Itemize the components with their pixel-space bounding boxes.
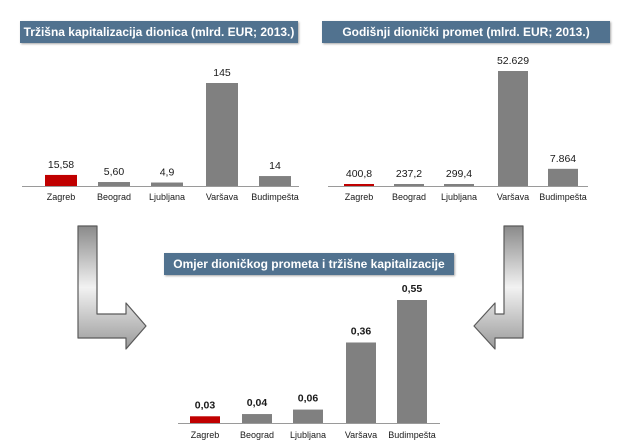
chart-market-cap: 15,58 Zagreb 5,60 Beograd 4,9 Ljubljana 145 Var… xyxy=(22,67,299,202)
bar-beograd xyxy=(98,182,130,186)
bar-ljubljana xyxy=(444,184,474,186)
value-label: 15,58 xyxy=(48,159,74,171)
category-label: Zagreb xyxy=(47,192,76,202)
bar-budimpešta xyxy=(259,176,291,186)
category-label: Ljubljana xyxy=(290,430,326,440)
chart-turnover: 400,8 Zagreb 237,2 Beograd 299,4 Ljubljana 52.… xyxy=(328,55,588,202)
value-label: 145 xyxy=(213,67,231,79)
bar-ljubljana xyxy=(293,409,323,423)
bar-ljubljana xyxy=(151,182,183,186)
chart3-title-banner: Omjer dioničkog prometa i tržišne kapita… xyxy=(164,253,454,275)
value-label: 0,06 xyxy=(298,393,319,405)
category-label: Ljubljana xyxy=(441,192,477,202)
chart-ratio: 0,03 Zagreb 0,04 Beograd 0,06 Ljubljana 0,36 Va… xyxy=(178,283,440,440)
value-label: 4,9 xyxy=(160,167,175,179)
value-label: 0,36 xyxy=(351,325,372,337)
value-label: 7.864 xyxy=(550,153,576,165)
category-label: Zagreb xyxy=(345,192,374,202)
bar-budimpešta xyxy=(548,168,578,186)
value-label: 14 xyxy=(269,160,281,172)
category-label: Zagreb xyxy=(191,430,220,440)
category-label: Beograd xyxy=(240,430,274,440)
bar-zagreb xyxy=(344,184,374,186)
bar-beograd xyxy=(394,184,424,186)
category-label: Varšava xyxy=(345,430,377,440)
category-label: Varšava xyxy=(206,192,238,202)
bar-varšava xyxy=(498,71,528,186)
bar-zagreb xyxy=(45,174,77,186)
category-label: Ljubljana xyxy=(149,192,185,202)
category-label: Beograd xyxy=(392,192,426,202)
bar-varšava xyxy=(346,342,376,423)
value-label: 299,4 xyxy=(446,168,472,180)
category-label: Budimpešta xyxy=(539,192,587,202)
value-label: 0,04 xyxy=(247,397,268,409)
category-label: Budimpešta xyxy=(388,430,436,440)
value-label: 52.629 xyxy=(497,55,529,67)
bar-zagreb xyxy=(190,416,220,423)
value-label: 0,55 xyxy=(402,283,423,295)
value-label: 237,2 xyxy=(396,168,422,180)
bar-varšava xyxy=(206,83,238,186)
category-label: Beograd xyxy=(97,192,131,202)
category-label: Budimpešta xyxy=(251,192,299,202)
chart2-title-banner: Godišnji dionički promet (mlrd. EUR; 201… xyxy=(322,21,610,43)
value-label: 5,60 xyxy=(104,166,125,178)
value-label: 400,8 xyxy=(346,168,372,180)
value-label: 0,03 xyxy=(195,399,216,411)
category-label: Varšava xyxy=(497,192,529,202)
chart1-title-banner: Tržišna kapitalizacija dionica (mlrd. EU… xyxy=(20,21,298,43)
bar-budimpešta xyxy=(397,300,427,423)
left-bent-arrow xyxy=(77,225,147,350)
right-bent-arrow xyxy=(473,225,524,350)
bar-beograd xyxy=(242,414,272,423)
